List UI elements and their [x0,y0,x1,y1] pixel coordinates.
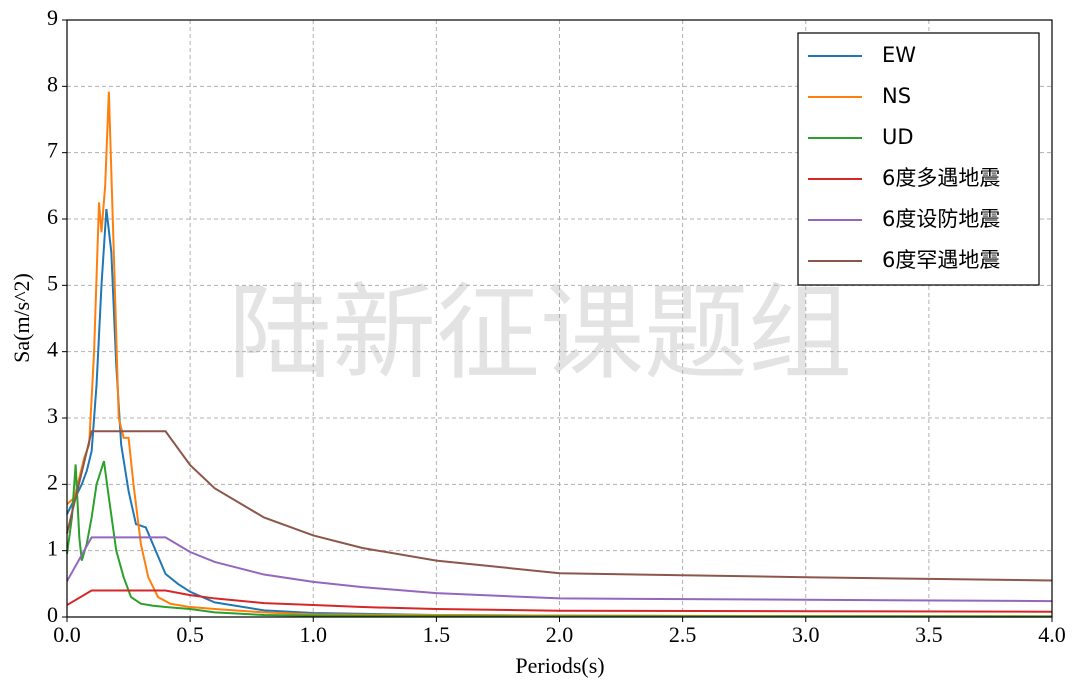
x-tick-label: 4.0 [1038,622,1066,647]
series-line [66,589,1053,613]
y-tick-label: 2 [47,469,58,494]
y-axis-label: Sa(m/s^2) [9,273,34,363]
legend-box [797,32,1040,286]
legend-label: 6度罕遇地震 [882,248,1000,272]
x-tick-label: 3.0 [792,622,820,647]
legend-label: 6度多遇地震 [882,166,1000,190]
x-tick-label: 3.5 [915,622,943,647]
series-line [66,208,1052,618]
y-tick-label: 7 [47,138,58,163]
x-tick-label: 1.5 [423,622,451,647]
y-tick-label: 3 [47,403,58,428]
series-line [66,536,1053,603]
x-tick-label: 2.0 [546,622,574,647]
legend-label: UD [882,125,914,149]
plot-frame [66,19,1053,618]
series-line [66,430,1053,582]
x-axis-label: Periods(s) [515,653,604,678]
legend-label: EW [882,43,916,67]
y-tick-label: 6 [47,204,58,229]
y-tick-label: 1 [47,536,58,561]
x-tick-label: 2.5 [669,622,697,647]
watermark: 陆新征课题组 [228,277,852,392]
y-tick-label: 4 [47,337,58,362]
x-tick-label: 0.5 [176,622,204,647]
y-tick-label: 9 [47,5,58,30]
y-tick-label: 0 [47,602,58,627]
x-tick-label: 1.0 [300,622,328,647]
y-tick-label: 8 [47,71,58,96]
legend: EW NS UD 6度多遇地震 6度设防地震 6度罕遇地震 [797,32,1040,286]
legend-label: NS [882,84,911,108]
legend-label: 6度设防地震 [882,207,1000,231]
x-tick-label: 0.0 [53,622,81,647]
y-tick-label: 5 [47,270,58,295]
series-line [66,460,1053,618]
